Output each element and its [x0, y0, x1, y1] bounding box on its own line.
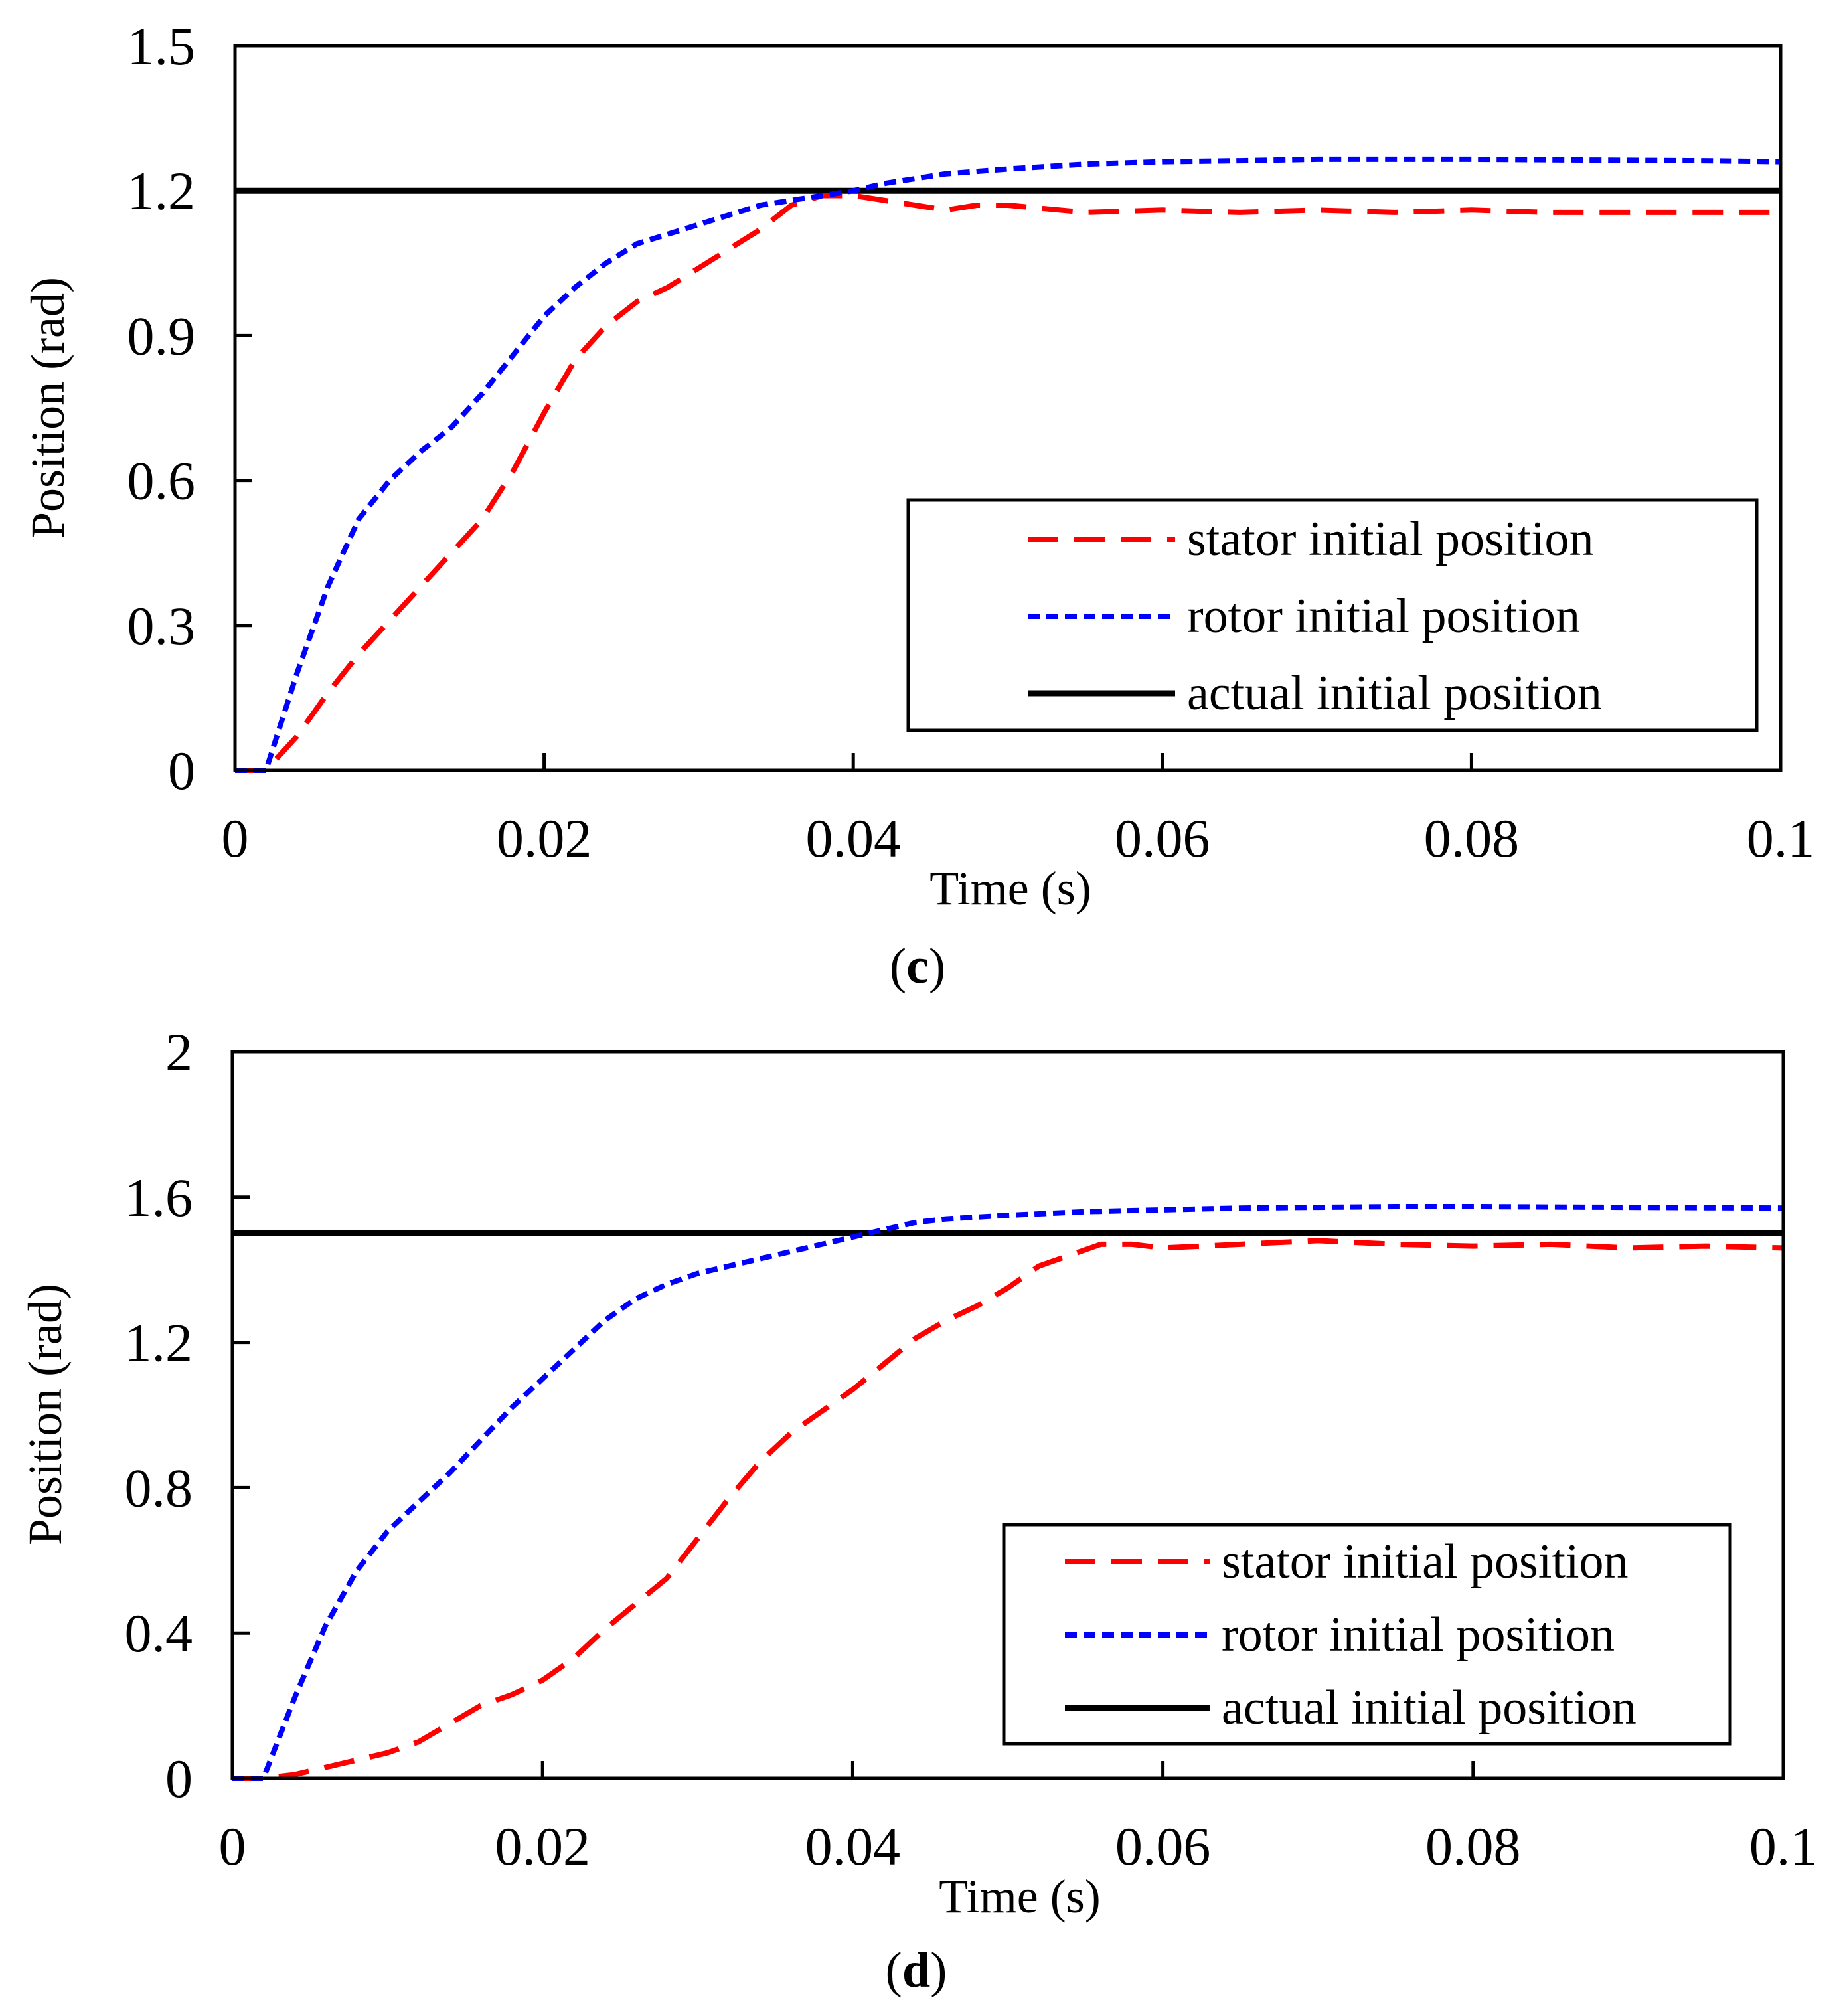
panel-c-plot-frame [233, 44, 1783, 772]
panel-c-series [235, 156, 1781, 773]
panel-d-series-rotor [232, 1204, 1784, 1781]
panel-c-caption: (c) [890, 938, 945, 994]
panel-d-ytick-label: 1.6 [125, 1167, 193, 1228]
panel-c-series-stator [235, 193, 1781, 773]
panel-d-xtick-label: 0.04 [805, 1816, 901, 1877]
panel-d-caption: (d) [886, 1942, 947, 1998]
panel-c-ytick-label: 0 [168, 740, 195, 801]
panel-d-xlabel: Time (s) [939, 1870, 1100, 1923]
panel-d-legend-label-rotor: rotor initial position [1222, 1608, 1615, 1662]
panel-d-ytick-label: 0.8 [125, 1458, 193, 1518]
panel-c-legend-label-rotor: rotor initial position [1187, 589, 1580, 643]
panel-d-legend-label-actual: actual initial position [1222, 1681, 1637, 1735]
panel-c-legend-label-actual: actual initial position [1187, 666, 1602, 720]
panel-d-legend-label-stator: stator initial position [1222, 1535, 1629, 1589]
panel-d-series [232, 1204, 1784, 1781]
panel-c-xtick-label: 0.08 [1424, 808, 1520, 869]
panel-d-legend: stator initial position rotor initial pos… [1002, 1523, 1732, 1746]
panel-c-xtick-label: 0.1 [1747, 808, 1815, 869]
panel-d-plot-frame [230, 1050, 1785, 1780]
panel-c-ytick-label: 1.2 [127, 161, 196, 221]
panel-c-xtick-label: 0 [222, 808, 249, 869]
panel-d-xtick-label: 0 [219, 1816, 246, 1877]
panel-c-ytick-label: 1.5 [127, 16, 196, 76]
panel-d-ytick-label: 1.2 [125, 1313, 193, 1373]
panel-c-xtick-label: 0.06 [1115, 808, 1210, 869]
panel-c-ytick-label: 0.6 [127, 451, 196, 511]
panel-c-ylabel: Position (rad) [21, 277, 74, 539]
panel-d-xtick-label: 0.1 [1749, 1816, 1818, 1877]
panel-c-legend: stator initial position rotor initial pos… [906, 498, 1759, 732]
panel-c-series-rotor [235, 156, 1781, 773]
panel-c-xlabel: Time (s) [929, 862, 1091, 915]
panel-d-ylabel: Position (rad) [19, 1284, 72, 1545]
panel-c-xtick-label: 0.04 [805, 808, 901, 869]
panel-c-xtick-label: 0.02 [497, 808, 592, 869]
panel-d-axes: 0 0.4 0.8 1.2 1.6 2 0 0.02 0.04 0.06 0.08 0.1 [125, 1022, 1818, 1877]
panel-c-ytick-label: 0.9 [127, 305, 196, 366]
panel-c: 0 0.3 0.6 0.9 1.2 1.5 0 0.02 0.04 0.06 0.08 0.1 sta… [21, 16, 1814, 994]
panel-c-axes: 0 0.3 0.6 0.9 1.2 1.5 0 0.02 0.04 0.06 0.08 0.1 [127, 16, 1815, 869]
panel-d: 0 0.4 0.8 1.2 1.6 2 0 0.02 0.04 0.06 0.08 0.1 stato… [19, 1022, 1817, 1998]
panel-d-ytick-label: 0 [165, 1748, 193, 1809]
panel-d-ytick-label: 2 [165, 1022, 193, 1082]
panel-d-xtick-label: 0.06 [1115, 1816, 1211, 1877]
panel-c-ytick-label: 0.3 [127, 596, 196, 656]
panel-d-ytick-label: 0.4 [125, 1603, 193, 1663]
panel-c-legend-label-stator: stator initial position [1187, 512, 1594, 566]
panel-d-xtick-label: 0.08 [1425, 1816, 1521, 1877]
panel-d-xtick-label: 0.02 [495, 1816, 590, 1877]
panel-d-series-stator [232, 1238, 1784, 1781]
